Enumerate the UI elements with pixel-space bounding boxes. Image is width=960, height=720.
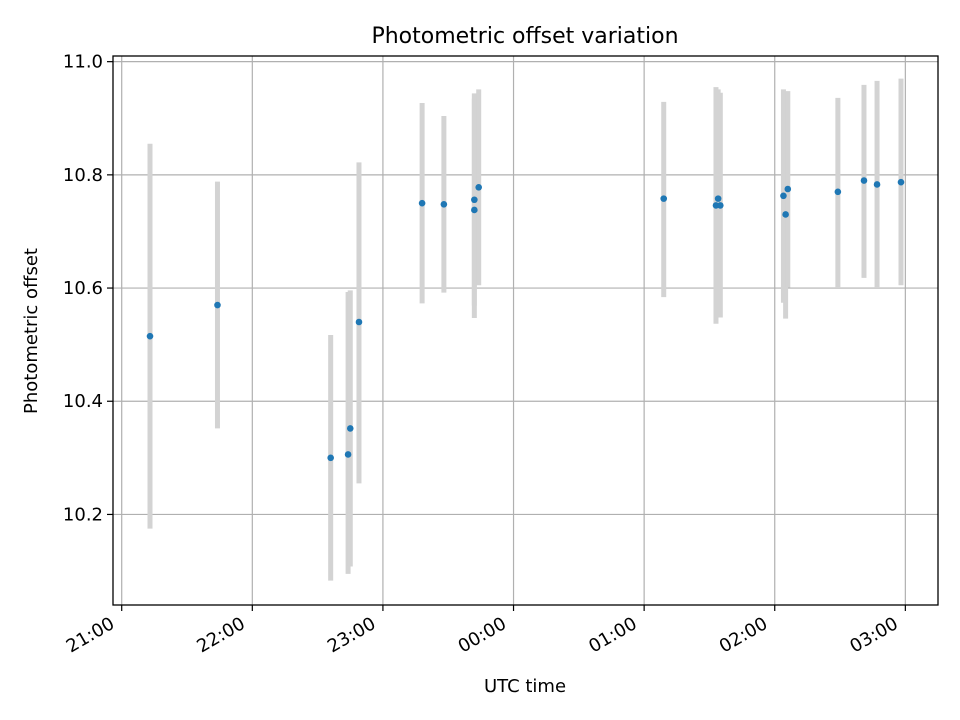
- plot-frame: [112, 55, 939, 606]
- y-axis-label: Photometric offset: [21, 248, 42, 414]
- grid-layer: [113, 56, 938, 605]
- x-axis-label: UTC time: [484, 676, 566, 697]
- data-point: [834, 188, 842, 196]
- data-point: [214, 301, 221, 309]
- y-tick-label: 11.0: [63, 52, 103, 73]
- data-point: [471, 206, 478, 214]
- data-point: [784, 185, 792, 193]
- data-point: [418, 199, 426, 207]
- data-point: [860, 177, 868, 184]
- data-point: [327, 454, 334, 462]
- y-tick-label: 10.6: [63, 278, 103, 299]
- data-point: [780, 192, 787, 200]
- y-tick-label: 10.8: [63, 165, 103, 186]
- data-point: [146, 332, 154, 340]
- data-point: [440, 200, 448, 208]
- data-point: [660, 195, 668, 202]
- data-point: [475, 184, 482, 191]
- data-point: [346, 425, 354, 432]
- data-points: [146, 177, 905, 462]
- data-point: [344, 451, 352, 458]
- data-point: [471, 196, 478, 204]
- y-tick-label: 10.4: [63, 391, 103, 412]
- data-point: [782, 211, 789, 218]
- data-point: [717, 202, 724, 209]
- chart-title: Photometric offset variation: [371, 24, 678, 49]
- data-point: [714, 195, 722, 202]
- y-tick-label: 10.2: [63, 504, 103, 525]
- data-point: [897, 178, 905, 186]
- data-point: [873, 181, 881, 188]
- data-point: [355, 318, 363, 326]
